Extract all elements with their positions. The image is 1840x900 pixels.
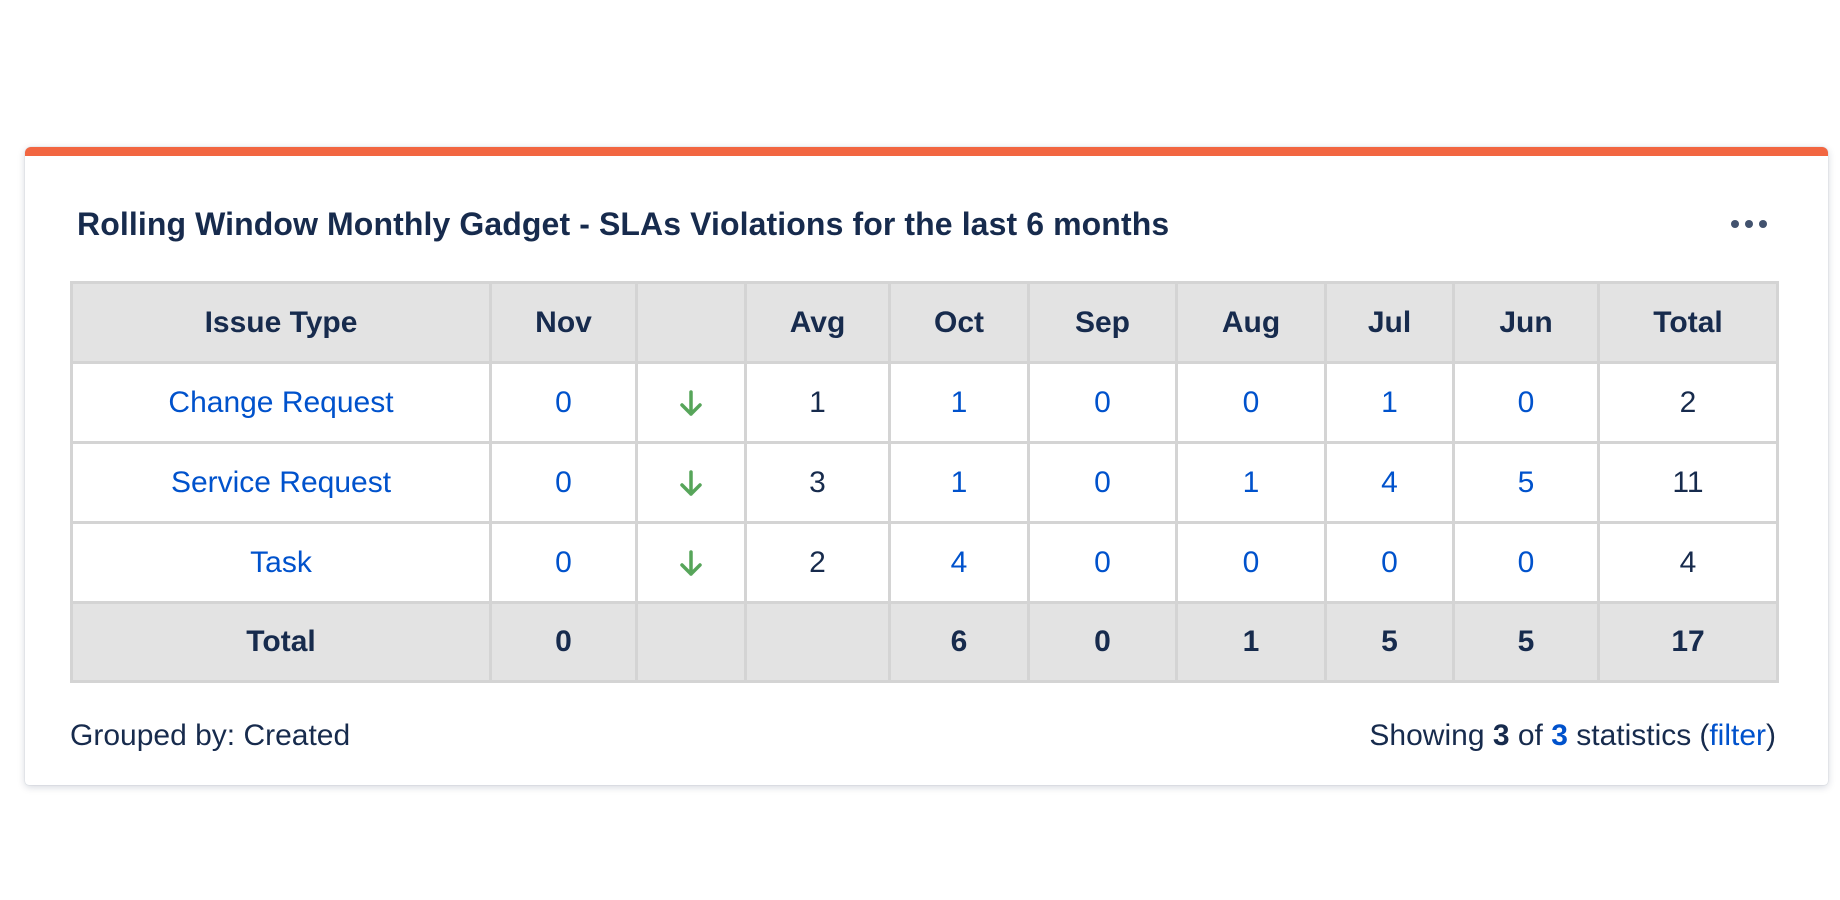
jul-count-link[interactable]: 4	[1381, 465, 1398, 499]
more-options-button[interactable]	[1722, 204, 1776, 244]
totals-label: Total	[70, 601, 492, 683]
column-header-aug[interactable]: Aug	[1175, 281, 1327, 364]
aug-count-link[interactable]: 0	[1242, 385, 1260, 419]
jun-count-link[interactable]: 0	[1517, 545, 1535, 579]
column-header-nov[interactable]: Nov	[489, 281, 638, 364]
issue-type-cell[interactable]: Service Request	[70, 441, 492, 524]
oct-count-link[interactable]: 1	[950, 385, 968, 419]
total-cell: 11	[1597, 441, 1779, 524]
issue-type-link[interactable]: Task	[250, 545, 312, 579]
open-paren: (	[1699, 719, 1710, 752]
total-jul: 5	[1324, 601, 1455, 683]
aug-cell[interactable]: 1	[1175, 441, 1327, 524]
down-arrow-icon	[680, 549, 702, 576]
nov-count-link[interactable]: 0	[555, 385, 572, 419]
sep-count-link[interactable]: 0	[1094, 545, 1111, 579]
jul-count-link[interactable]: 1	[1381, 385, 1398, 419]
jun-count-link[interactable]: 0	[1517, 385, 1535, 419]
sep-cell[interactable]: 0	[1027, 521, 1178, 604]
nov-cell[interactable]: 0	[489, 441, 638, 524]
totals-row: Total 0 6 0 1 5 5 17	[70, 601, 1779, 683]
avg-cell: 1	[744, 361, 891, 444]
table-row: Service Request 0 3 1 0 1 4 5 11	[70, 441, 1779, 524]
total-sep: 0	[1027, 601, 1178, 683]
aug-cell[interactable]: 0	[1175, 521, 1327, 604]
sep-cell[interactable]: 0	[1027, 441, 1178, 524]
column-header-jun[interactable]: Jun	[1452, 281, 1600, 364]
down-arrow-icon	[680, 469, 702, 496]
gadget-panel: Rolling Window Monthly Gadget - SLAs Vio…	[25, 147, 1828, 785]
nov-count-link[interactable]: 0	[555, 545, 572, 579]
oct-cell[interactable]: 1	[888, 441, 1030, 524]
jun-count-link[interactable]: 5	[1517, 465, 1535, 499]
total-count-link[interactable]: 3	[1551, 719, 1568, 752]
nov-cell[interactable]: 0	[489, 521, 638, 604]
issue-type-link[interactable]: Service Request	[170, 465, 392, 499]
jun-cell[interactable]: 0	[1452, 521, 1600, 604]
total-jun: 5	[1452, 601, 1600, 683]
column-header-avg[interactable]: Avg	[744, 281, 891, 364]
trend-cell	[635, 441, 747, 524]
column-header-sep[interactable]: Sep	[1027, 281, 1178, 364]
total-all: 17	[1597, 601, 1779, 683]
gadget-footer: Grouped by: Created Showing 3 of 3 stati…	[70, 716, 1776, 756]
sep-count-link[interactable]: 0	[1094, 465, 1111, 499]
avg-cell: 3	[744, 441, 891, 524]
sep-cell[interactable]: 0	[1027, 361, 1178, 444]
down-arrow-icon	[680, 389, 702, 416]
column-header-jul[interactable]: Jul	[1324, 281, 1455, 364]
issue-type-cell[interactable]: Task	[70, 521, 492, 604]
sep-count-link[interactable]: 0	[1094, 385, 1111, 419]
oct-cell[interactable]: 1	[888, 361, 1030, 444]
avg-cell: 2	[744, 521, 891, 604]
oct-count-link[interactable]: 1	[950, 465, 968, 499]
total-trend	[635, 601, 747, 683]
total-avg	[744, 601, 891, 683]
filter-link[interactable]: filter	[1709, 719, 1766, 752]
oct-count-link[interactable]: 4	[950, 545, 968, 579]
column-header-total[interactable]: Total	[1597, 281, 1779, 364]
statistics-summary: Showing 3 of 3 statistics (filter)	[1369, 719, 1776, 753]
nov-count-link[interactable]: 0	[555, 465, 572, 499]
column-header-trend	[635, 281, 747, 364]
table-header-row: Issue Type Nov Avg Oct Sep Aug Jul Jun T…	[70, 281, 1779, 364]
close-paren: )	[1766, 719, 1776, 752]
trend-cell	[635, 521, 747, 604]
issue-type-cell[interactable]: Change Request	[70, 361, 492, 444]
jul-count-link[interactable]: 0	[1381, 545, 1398, 579]
total-cell: 2	[1597, 361, 1779, 444]
total-cell: 4	[1597, 521, 1779, 604]
nov-cell[interactable]: 0	[489, 361, 638, 444]
showing-label: Showing	[1369, 719, 1485, 752]
statistics-table: Issue Type Nov Avg Oct Sep Aug Jul Jun T…	[70, 281, 1779, 683]
aug-count-link[interactable]: 1	[1242, 465, 1260, 499]
oct-cell[interactable]: 4	[888, 521, 1030, 604]
gadget-title: Rolling Window Monthly Gadget - SLAs Vio…	[77, 205, 1170, 242]
issue-type-link[interactable]: Change Request	[168, 385, 394, 419]
gadget-header: Rolling Window Monthly Gadget - SLAs Vio…	[77, 204, 1776, 244]
total-oct: 6	[888, 601, 1030, 683]
statistics-label: statistics	[1576, 719, 1692, 752]
jun-cell[interactable]: 5	[1452, 441, 1600, 524]
of-label: of	[1517, 719, 1543, 752]
total-nov: 0	[489, 601, 638, 683]
column-header-oct[interactable]: Oct	[888, 281, 1030, 364]
grouped-by-text: Grouped by: Created	[70, 719, 351, 752]
jul-cell[interactable]: 0	[1324, 521, 1455, 604]
table-row: Task 0 2 4 0 0 0 0 4	[70, 521, 1779, 604]
jul-cell[interactable]: 4	[1324, 441, 1455, 524]
column-header-issue-type[interactable]: Issue Type	[70, 281, 492, 364]
aug-cell[interactable]: 0	[1175, 361, 1327, 444]
total-aug: 1	[1175, 601, 1327, 683]
more-horizontal-icon	[1731, 220, 1767, 228]
jun-cell[interactable]: 0	[1452, 361, 1600, 444]
jul-cell[interactable]: 1	[1324, 361, 1455, 444]
table-row: Change Request 0 1 1 0 0 1 0 2	[70, 361, 1779, 444]
aug-count-link[interactable]: 0	[1242, 545, 1260, 579]
shown-count: 3	[1492, 719, 1510, 752]
trend-cell	[635, 361, 747, 444]
